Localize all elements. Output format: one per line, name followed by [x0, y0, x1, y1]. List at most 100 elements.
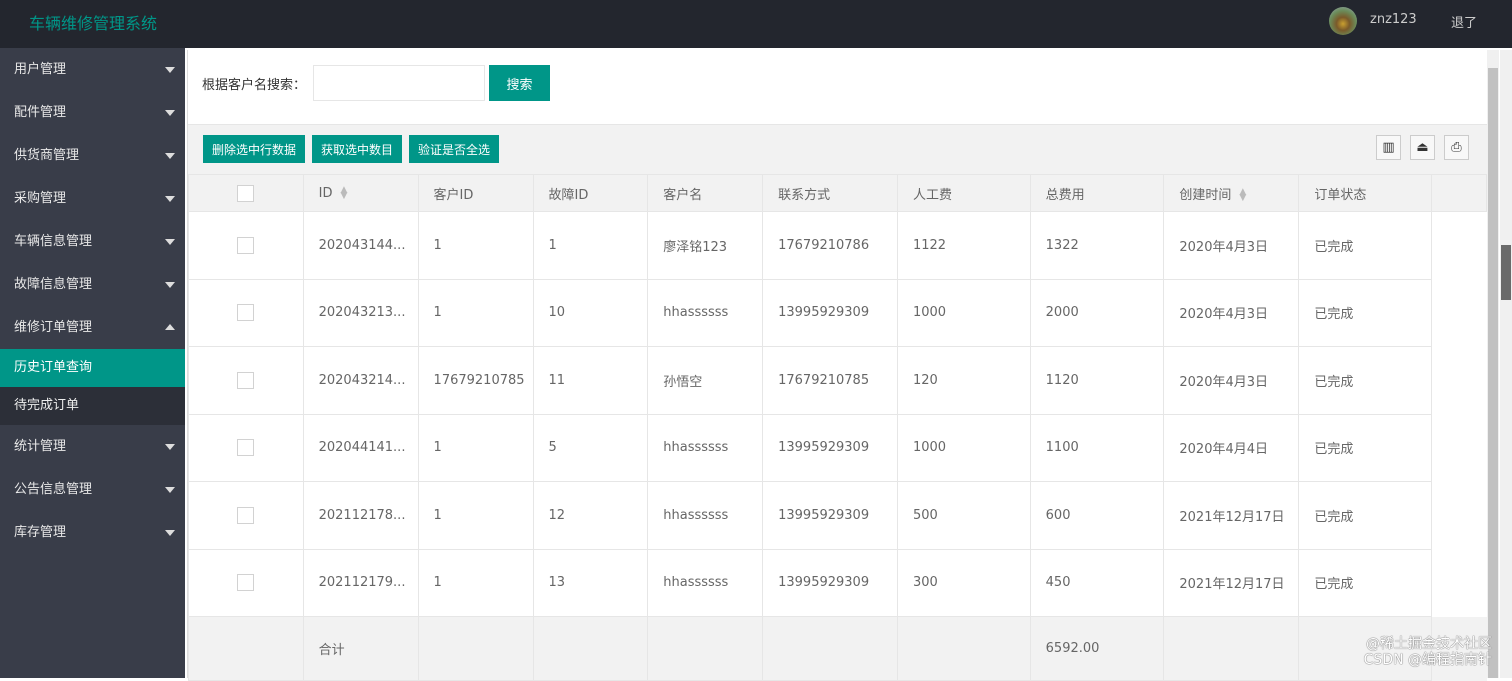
table-cell: 10: [532, 278, 649, 347]
table-cell: 1: [417, 548, 534, 617]
table-cell: 1: [532, 211, 649, 280]
caret-down-icon: [165, 239, 175, 245]
column-header: 客户ID: [417, 174, 534, 212]
get-selected-count-button[interactable]: 获取选中数目: [312, 135, 403, 163]
column-header[interactable]: ID ▲ ▼: [302, 174, 419, 212]
row-checkbox[interactable]: [237, 574, 255, 592]
sidebar-item-label: 用户管理: [14, 62, 67, 77]
sidebar-item[interactable]: 故障信息管理: [0, 263, 185, 306]
table-toolbar: 删除选中行数据 获取选中数目 验证是否全选 ▥ ⏏ ⎙: [188, 125, 1488, 174]
column-header-label: 创建时间: [1179, 187, 1232, 203]
watermark: @稀土掘金技术社区 CSDN @编程指南针: [1364, 636, 1492, 668]
row-checkbox[interactable]: [237, 439, 255, 457]
username[interactable]: znz123: [1370, 12, 1417, 27]
table-cell: 202043214...: [302, 346, 419, 415]
delete-selected-button[interactable]: 删除选中行数据: [203, 135, 306, 163]
table-row[interactable]: 202043214... 17679210785 11 孙悟空 17679210785 1…: [188, 346, 1487, 415]
page-scrollbar[interactable]: [1500, 50, 1512, 678]
table-cell: 13: [532, 548, 649, 617]
table-cell: 孙悟空: [647, 346, 764, 415]
column-header-empty: [1431, 174, 1487, 212]
row-checkbox[interactable]: [237, 506, 255, 524]
inner-scrollbar[interactable]: [1487, 50, 1499, 678]
table-cell: hhassssss: [647, 413, 764, 482]
table-cell: 1: [417, 413, 534, 482]
caret-down-icon: [165, 196, 175, 202]
export-icon[interactable]: ⏏: [1410, 135, 1435, 160]
table-cell: 12: [532, 481, 649, 550]
column-header[interactable]: 创建时间 ▲ ▼: [1163, 174, 1300, 212]
table-row[interactable]: 202112178... 1 12 hhassssss 13995929309 500 60…: [188, 481, 1487, 550]
table-cell: 1100: [1029, 413, 1165, 482]
select-all-checkbox[interactable]: [237, 184, 255, 202]
sidebar-item[interactable]: 统计管理: [0, 425, 185, 468]
sidebar-item[interactable]: 采购管理: [0, 177, 185, 220]
caret-down-icon: [165, 110, 175, 116]
logout-link[interactable]: 退了: [1451, 16, 1478, 31]
table-cell: 600: [1029, 481, 1165, 550]
sidebar-item[interactable]: 库存管理: [0, 511, 185, 554]
table-cell: 1322: [1029, 211, 1165, 280]
column-header-label: 故障ID: [548, 187, 589, 203]
column-header-label: 人工费: [912, 187, 952, 203]
table-cell: 1: [417, 481, 534, 550]
sidebar-subitem[interactable]: 历史订单查询: [0, 349, 185, 387]
search-label: 根据客户名搜索：: [202, 78, 307, 93]
table-row[interactable]: 202112179... 1 13 hhassssss 13995929309 300 45…: [188, 548, 1487, 617]
sort-icon[interactable]: ▲ ▼: [340, 185, 348, 201]
table-row[interactable]: 202044141... 1 5 hhassssss 13995929309 1000 11…: [188, 413, 1487, 482]
column-header: 联系方式: [762, 174, 898, 212]
check-all-selected-button[interactable]: 验证是否全选: [409, 135, 500, 163]
sidebar-item[interactable]: 供货商管理: [0, 134, 185, 177]
table-cell: 2020年4月3日: [1163, 346, 1300, 415]
table-cell-empty: [1431, 414, 1487, 482]
caret-down-icon: [165, 487, 175, 493]
sidebar-item-label: 采购管理: [14, 191, 67, 206]
column-header-label: 订单状态: [1314, 187, 1367, 203]
sidebar-item-label: 公告信息管理: [14, 482, 93, 497]
customer-search-input[interactable]: [313, 65, 485, 101]
table-row[interactable]: 202043213... 1 10 hhassssss 13995929309 1000 2…: [188, 278, 1487, 347]
avatar[interactable]: [1329, 7, 1357, 35]
table-cell: 120: [896, 346, 1031, 415]
table-cell: 450: [1029, 548, 1165, 617]
sidebar-item[interactable]: 用户管理: [0, 48, 185, 91]
sidebar-item[interactable]: 公告信息管理: [0, 468, 185, 511]
table-cell: 202044141...: [302, 413, 419, 482]
search-button[interactable]: 搜索: [489, 65, 550, 101]
main-content: 根据客户名搜索： 搜索 删除选中行数据 获取选中数目 验证是否全选 ▥ ⏏ ⎙ …: [187, 50, 1488, 681]
column-header-label: 联系方式: [778, 187, 831, 203]
table-cell: [188, 616, 304, 681]
table-cell: hhassssss: [647, 481, 764, 550]
row-checkbox[interactable]: [237, 236, 255, 254]
table-cell: 已完成: [1298, 413, 1433, 482]
columns-icon[interactable]: ▥: [1376, 135, 1401, 160]
column-header-label: ID: [318, 185, 333, 201]
sidebar-subitem[interactable]: 待完成订单: [0, 387, 185, 425]
sidebar-item[interactable]: 车辆信息管理: [0, 220, 185, 263]
caret-down-icon: [165, 282, 175, 288]
total-value: 6592.00: [1029, 616, 1165, 681]
watermark-line: @稀土掘金技术社区: [1366, 636, 1492, 652]
caret-down-icon: [165, 530, 175, 536]
table-cell-empty: [1431, 549, 1487, 617]
table-cell: 1: [417, 278, 534, 347]
table-row[interactable]: 202043144... 1 1 廖泽铭123 17679210786 1122 1322 2…: [188, 211, 1487, 280]
table-cell: 202112179...: [302, 548, 419, 617]
sort-icon[interactable]: ▲ ▼: [1239, 187, 1247, 203]
table-cell: 2020年4月4日: [1163, 413, 1300, 482]
row-checkbox-cell: [188, 481, 304, 550]
table-cell: 202043213...: [302, 278, 419, 347]
row-checkbox[interactable]: [237, 304, 255, 322]
table-cell: 2021年12月17日: [1163, 548, 1300, 617]
print-icon[interactable]: ⎙: [1444, 135, 1469, 160]
orders-table: ID ▲ ▼ 客户ID 故障ID 客户名 联系方式 人工费 总费用 创建时间 ▲ ▼ 订单状态 2020…: [188, 174, 1487, 681]
sidebar-item[interactable]: 维修订单管理: [0, 306, 185, 349]
table-cell: 2021年12月17日: [1163, 481, 1300, 550]
table-cell: 2020年4月3日: [1163, 278, 1300, 347]
table-cell: 5: [532, 413, 649, 482]
sidebar-item[interactable]: 配件管理: [0, 91, 185, 134]
table-cell: 2020年4月3日: [1163, 211, 1300, 280]
row-checkbox[interactable]: [237, 371, 255, 389]
caret-down-icon: [165, 67, 175, 73]
